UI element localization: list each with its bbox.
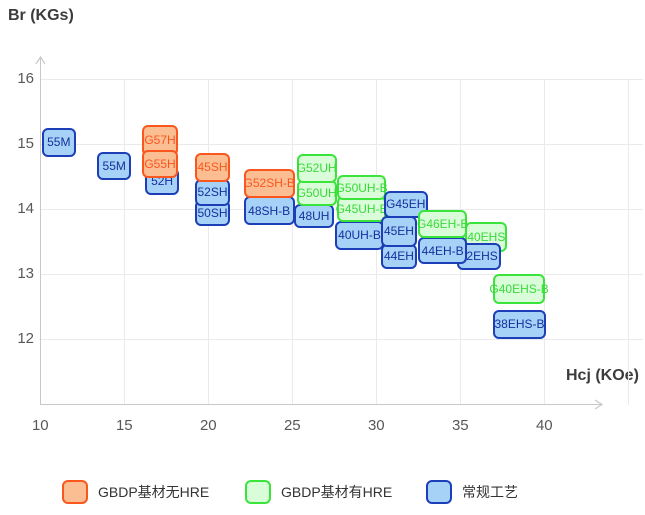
- legend-swatch-blue: [426, 480, 452, 504]
- x-tick-label: 15: [115, 417, 133, 434]
- gridline-horizontal: [41, 274, 643, 275]
- grade-box-45SH[interactable]: 45SH: [194, 153, 231, 182]
- y-tick-label: 15: [17, 135, 34, 152]
- y-tick-label: 13: [17, 265, 34, 282]
- x-tick-label: 20: [199, 417, 217, 434]
- gridline-horizontal: [41, 339, 643, 340]
- x-tick-label: 10: [31, 417, 49, 434]
- y-tick-label: 14: [17, 200, 34, 217]
- y-tick-label: 12: [17, 330, 34, 347]
- grade-box-44EH-B[interactable]: 44EH-B: [418, 236, 468, 265]
- grade-box-G55H[interactable]: G55H: [141, 149, 179, 178]
- legend-item-gbdp-no-hre[interactable]: GBDP基材无HRE: [62, 479, 209, 505]
- legend-label: GBDP基材有HRE: [281, 484, 393, 500]
- grade-box-G52UH[interactable]: G52UH: [296, 153, 337, 183]
- grade-box-38EHS-B[interactable]: 38EHS-B: [493, 309, 546, 339]
- x-tick-label: 25: [283, 417, 301, 434]
- grade-box-48UH[interactable]: 48UH: [293, 203, 335, 228]
- grade-box-40UH-B[interactable]: 40UH-B: [335, 220, 384, 250]
- legend-label: GBDP基材无HRE: [98, 484, 210, 500]
- grade-box-44EH[interactable]: 44EH: [381, 244, 417, 269]
- x-tick-label: 35: [451, 417, 469, 434]
- grade-box-55M[interactable]: 55M: [97, 151, 131, 180]
- legend-item-gbdp-hre[interactable]: GBDP基材有HRE: [245, 479, 392, 505]
- gridline-vertical: [124, 79, 126, 405]
- grade-box-G50UH[interactable]: G50UH: [296, 179, 337, 206]
- gridline-horizontal: [41, 79, 643, 80]
- gridline-vertical: [628, 79, 630, 405]
- y-axis-title: Br (KGs): [8, 7, 74, 24]
- grade-box-48SH-B[interactable]: 48SH-B: [243, 196, 295, 226]
- x-axis-title: Hcj (KOe): [566, 367, 639, 384]
- grade-box-52SH[interactable]: 52SH: [194, 179, 231, 206]
- legend-item-conventional[interactable]: 常规工艺: [426, 479, 518, 505]
- grade-box-G45EH[interactable]: G45EH: [383, 190, 428, 219]
- gridline-vertical: [292, 79, 294, 405]
- legend-swatch-green: [245, 480, 271, 504]
- x-axis-arrow-icon: [594, 399, 604, 410]
- grade-box-55M[interactable]: 55M: [41, 127, 76, 157]
- legend-label: 常规工艺: [462, 484, 518, 500]
- x-tick-label: 30: [367, 417, 385, 434]
- gridline-vertical: [208, 79, 210, 405]
- y-tick-label: 16: [17, 70, 34, 87]
- grade-box-G45UH-B[interactable]: G45UH-B: [336, 196, 388, 222]
- grade-box-G52SH-B[interactable]: G52SH-B: [244, 168, 295, 198]
- legend-swatch-orange: [62, 480, 88, 504]
- grade-box-G46EH-B[interactable]: G46EH-B: [417, 210, 468, 239]
- grade-box-G40EHS-B[interactable]: G40EHS-B: [489, 274, 549, 304]
- gridline-horizontal: [41, 144, 643, 145]
- x-tick-label: 40: [535, 417, 553, 434]
- grade-box-45EH[interactable]: 45EH: [381, 216, 417, 247]
- grade-box-G50UH-B[interactable]: G50UH-B: [336, 175, 388, 200]
- y-axis-arrow-icon: [35, 55, 46, 65]
- gridline-vertical: [544, 79, 546, 405]
